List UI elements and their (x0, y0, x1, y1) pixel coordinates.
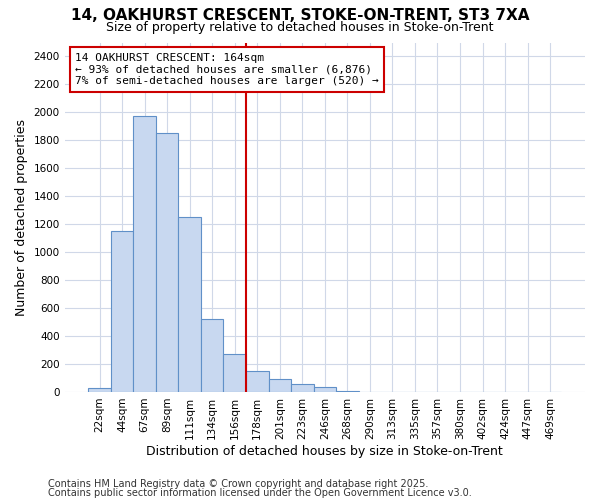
Bar (133, 116, 156, 392)
Text: 14, OAKHURST CRESCENT, STOKE-ON-TRENT, ST3 7XA: 14, OAKHURST CRESCENT, STOKE-ON-TRENT, S… (71, 8, 529, 22)
Bar (88, 388, 111, 392)
Bar (336, 390, 359, 392)
Bar (269, 380, 291, 392)
Bar (156, 134, 178, 392)
Bar (201, 318, 223, 392)
Bar (291, 384, 314, 392)
Y-axis label: Number of detached properties: Number of detached properties (15, 118, 28, 316)
Bar (178, 217, 201, 392)
Text: Size of property relative to detached houses in Stoke-on-Trent: Size of property relative to detached ho… (106, 21, 494, 34)
Bar (314, 387, 336, 392)
Text: Contains HM Land Registry data © Crown copyright and database right 2025.: Contains HM Land Registry data © Crown c… (48, 479, 428, 489)
Text: Contains public sector information licensed under the Open Government Licence v3: Contains public sector information licen… (48, 488, 472, 498)
X-axis label: Distribution of detached houses by size in Stoke-on-Trent: Distribution of detached houses by size … (146, 444, 503, 458)
Bar (111, 231, 133, 392)
Bar (246, 371, 269, 392)
Text: 14 OAKHURST CRESCENT: 164sqm
← 93% of detached houses are smaller (6,876)
7% of : 14 OAKHURST CRESCENT: 164sqm ← 93% of de… (75, 53, 379, 86)
Bar (223, 354, 246, 392)
